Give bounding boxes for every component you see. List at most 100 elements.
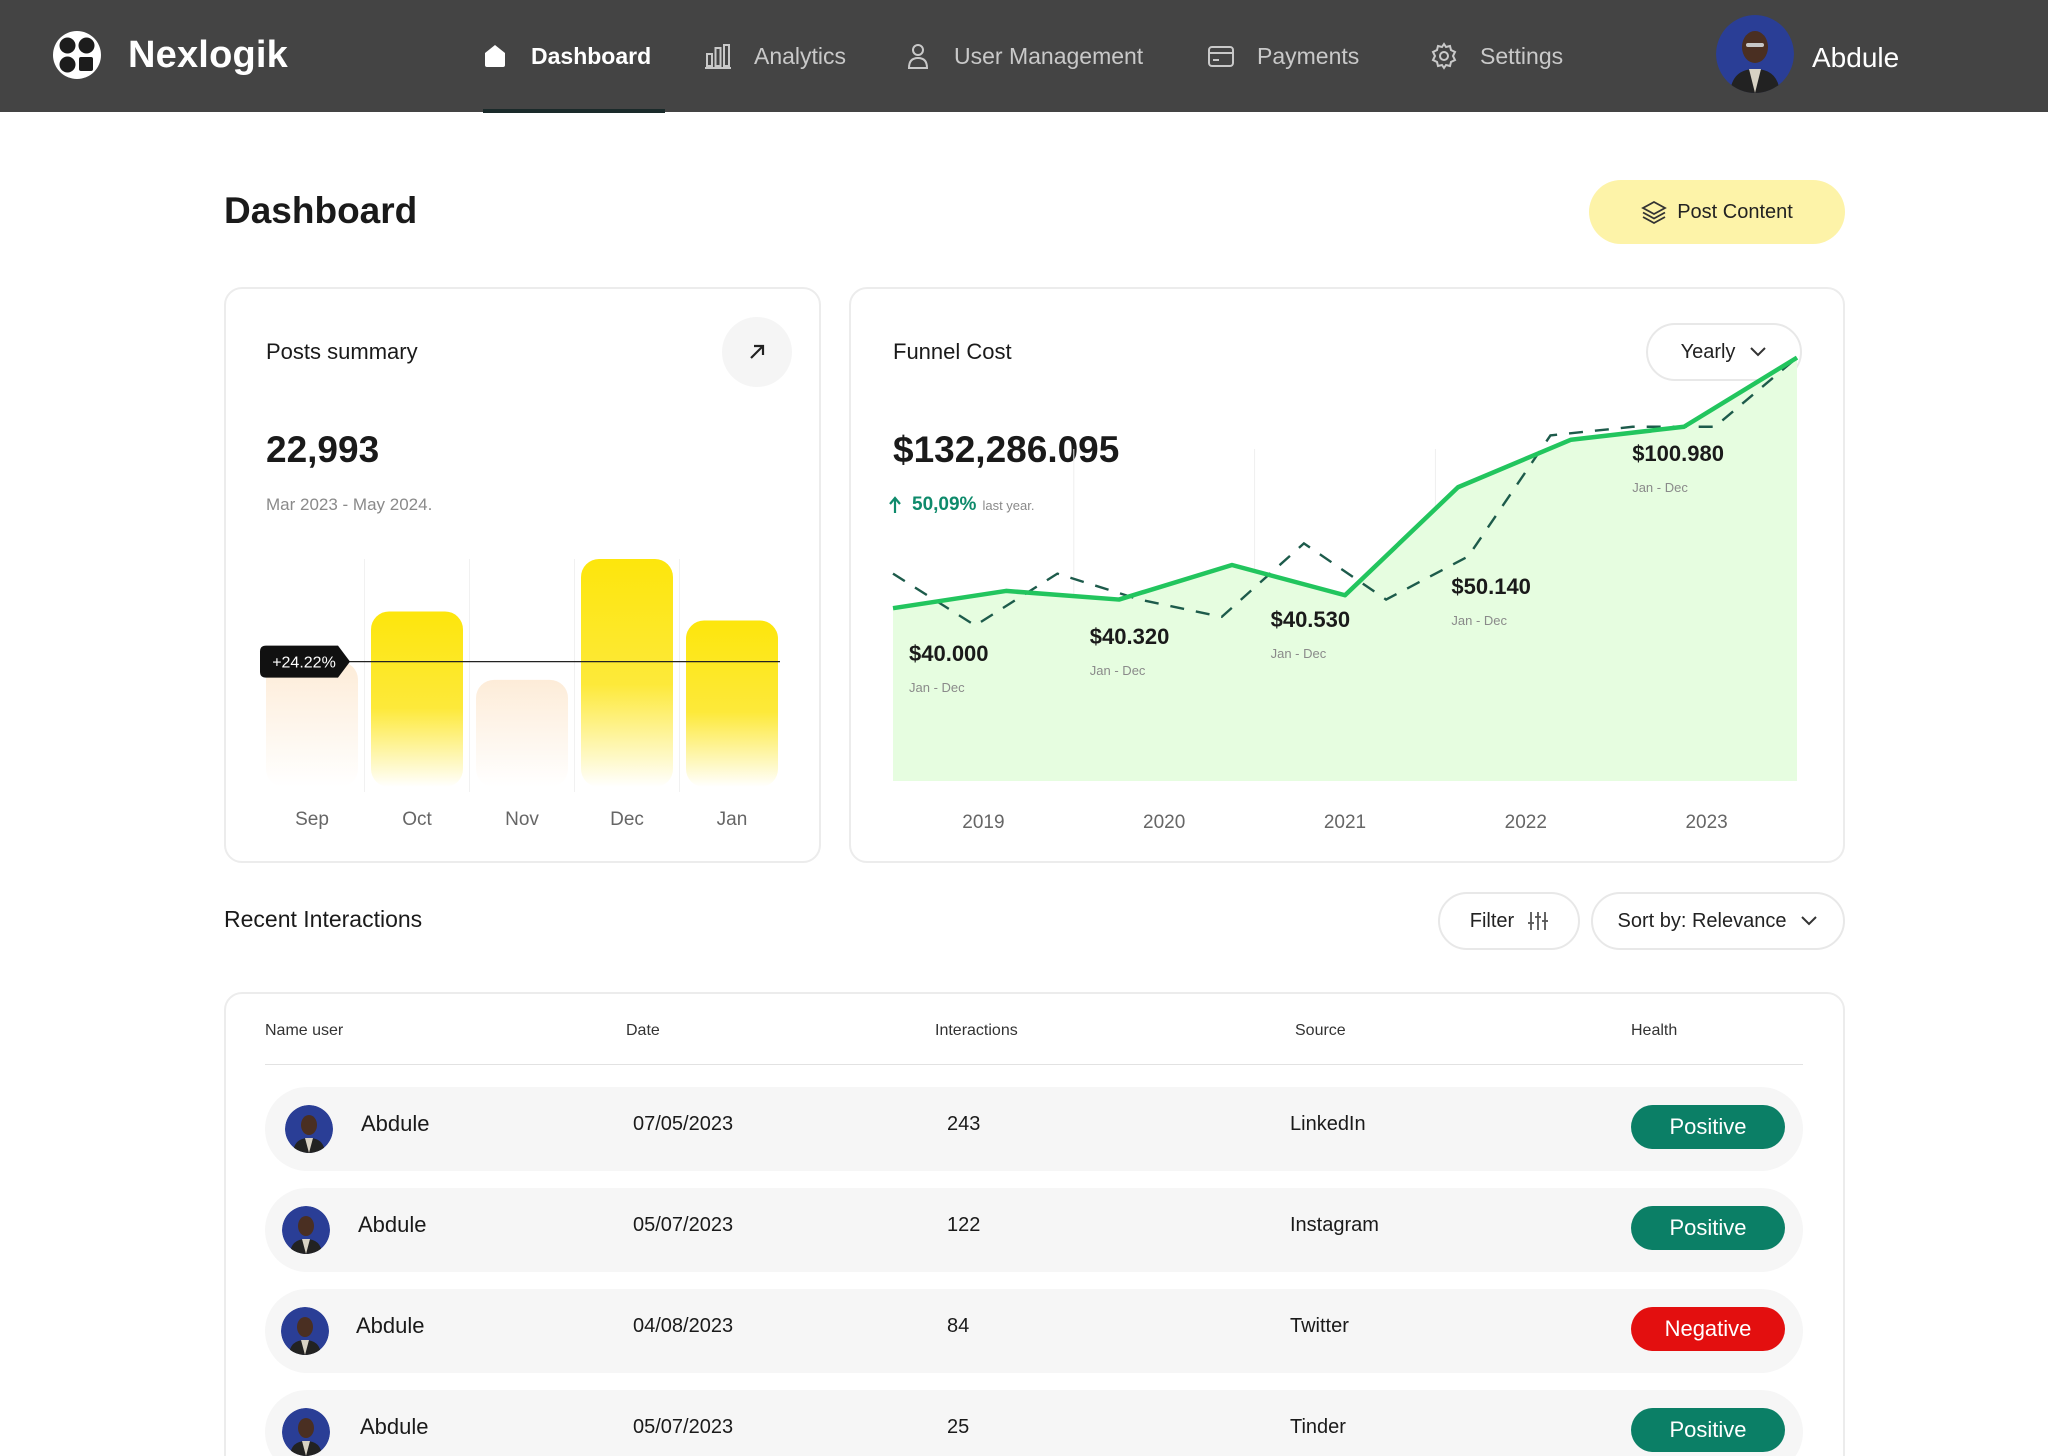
nav-label: Dashboard xyxy=(531,42,652,69)
sort-label: Sort by: Relevance xyxy=(1617,909,1787,932)
card-icon xyxy=(1208,46,1234,67)
x-tick-label: 2019 xyxy=(962,812,1004,833)
user-icon xyxy=(907,44,929,69)
card-title: Funnel Cost xyxy=(893,339,1012,364)
series-solid-line xyxy=(892,355,1799,611)
status-badge: Negative xyxy=(1631,1307,1785,1351)
card-title: Posts summary xyxy=(266,339,418,364)
filter-label: Filter xyxy=(1469,909,1515,932)
source-value: LinkedIn xyxy=(1290,1113,1366,1135)
annotation-value: $40.320 xyxy=(1090,624,1170,649)
nav-item-settings[interactable]: Settings xyxy=(1430,36,1563,76)
x-tick-label: Nov xyxy=(505,809,539,830)
interaction-count: 122 xyxy=(947,1214,981,1236)
annotation-period: Jan - Dec xyxy=(1090,663,1146,678)
nav-item-user-management[interactable]: User Management xyxy=(904,36,1143,76)
column-header-health: Health xyxy=(1631,1022,1678,1039)
source-value: Twitter xyxy=(1290,1315,1349,1337)
column-header-interactions: Interactions xyxy=(935,1022,1018,1039)
bar-chart-icon xyxy=(705,44,731,69)
funnel-total: $132,286.095 xyxy=(893,429,1120,470)
nav-item-analytics[interactable]: Analytics xyxy=(704,36,846,76)
gear-icon xyxy=(1431,42,1457,70)
x-tick-label: 2020 xyxy=(1143,812,1185,833)
username[interactable]: Abdule xyxy=(1812,42,1900,73)
active-nav-indicator xyxy=(483,109,665,113)
table-divider xyxy=(265,1064,1803,1065)
bar-jan xyxy=(686,620,778,787)
brand-logo xyxy=(53,31,101,79)
x-tick-label: Oct xyxy=(402,809,432,830)
funnel-area-chart: 2019 $40.000 Jan - Dec 2020 $40.320 Jan - Dec… xyxy=(892,355,1799,833)
bar-oct xyxy=(371,611,463,787)
annotation-value: $50.140 xyxy=(1451,574,1531,599)
post-content-label: Post Content xyxy=(1677,200,1793,223)
column-header-date: Date xyxy=(626,1022,660,1039)
funnel-trend: 50,09% last year. xyxy=(888,494,1034,516)
bar-nov xyxy=(476,679,568,787)
filter-button[interactable]: Filter xyxy=(1438,892,1580,950)
home-icon xyxy=(485,45,505,67)
source-value: Tinder xyxy=(1290,1416,1346,1438)
posts-summary-card: Posts summary 22,993 Mar 2023 - May 2024… xyxy=(224,287,821,863)
post-content-button[interactable]: Post Content xyxy=(1589,180,1845,244)
x-tick-label: 2021 xyxy=(1324,812,1366,833)
nav-item-dashboard[interactable]: Dashboard xyxy=(481,36,651,76)
user-name: Abdule xyxy=(358,1212,427,1237)
x-tick-label: 2023 xyxy=(1685,812,1727,833)
date-value: 04/08/2023 xyxy=(633,1315,734,1337)
x-tick-label: 2022 xyxy=(1505,812,1547,833)
annotation-period: Jan - Dec xyxy=(1271,646,1327,661)
annotation-period: Jan - Dec xyxy=(909,680,965,695)
top-nav-bar: Nexlogik Dashboard Analytics User Manage… xyxy=(0,0,2048,112)
layers-icon xyxy=(1641,200,1668,225)
table-row[interactable]: Abdule 05/07/2023 25 Tinder Positive xyxy=(265,1390,1803,1456)
avatar xyxy=(282,1408,330,1456)
brand-name: Nexlogik xyxy=(128,34,288,76)
x-tick-label: Jan xyxy=(717,809,748,830)
chevron-down-icon xyxy=(1750,347,1767,357)
bar-sep xyxy=(266,661,358,787)
period-value: Yearly xyxy=(1680,340,1736,363)
funnel-cost-card: Funnel Cost Yearly $132,286.095 2019 $40.… xyxy=(849,287,1845,863)
interaction-count: 25 xyxy=(947,1416,970,1438)
x-tick-label: Sep xyxy=(295,809,329,830)
table-row[interactable]: Abdule 05/07/2023 122 Instagram Positive xyxy=(265,1188,1803,1272)
annotation-period: Jan - Dec xyxy=(1451,613,1507,628)
user-avatar[interactable] xyxy=(1716,15,1794,93)
reference-label: +24.22% xyxy=(272,655,336,672)
x-tick-label: Dec xyxy=(610,809,644,830)
reference-tag xyxy=(260,645,350,678)
status-badge: Positive xyxy=(1631,1408,1785,1452)
avatar xyxy=(281,1307,329,1355)
nav-item-payments[interactable]: Payments xyxy=(1207,36,1359,76)
annotation-value: $100.980 xyxy=(1632,441,1724,466)
trend-note: last year. xyxy=(982,498,1035,513)
sliders-icon xyxy=(1528,912,1549,930)
table-row[interactable]: Abdule 07/05/2023 243 LinkedIn Positive xyxy=(265,1087,1803,1171)
chevron-down-icon xyxy=(1801,916,1818,926)
user-name: Abdule xyxy=(360,1414,429,1439)
trend-percent: 50,09% xyxy=(912,494,977,515)
arrow-up-right-icon xyxy=(750,344,765,359)
arrow-up-icon xyxy=(889,496,901,513)
bar-dec xyxy=(581,559,673,787)
posts-bar-chart: Sep Oct Nov Dec Jan +24.22% xyxy=(260,559,780,830)
series-dashed-line xyxy=(892,356,1798,627)
date-value: 05/07/2023 xyxy=(633,1214,734,1236)
interaction-count: 84 xyxy=(947,1315,970,1337)
nav-label: Settings xyxy=(1480,42,1564,69)
table-row[interactable]: Abdule 04/08/2023 84 Twitter Negative xyxy=(265,1289,1803,1373)
page-title: Dashboard xyxy=(224,190,418,231)
column-header-name: Name user xyxy=(265,1022,344,1039)
expand-button[interactable] xyxy=(722,317,792,387)
area-fill xyxy=(893,357,1797,781)
sort-dropdown[interactable]: Sort by: Relevance xyxy=(1591,892,1845,950)
annotation-period: Jan - Dec xyxy=(1632,480,1688,495)
interaction-count: 243 xyxy=(947,1113,981,1135)
avatar xyxy=(282,1206,330,1254)
nav-label: User Management xyxy=(954,42,1144,69)
annotation-value: $40.000 xyxy=(909,641,989,666)
source-value: Instagram xyxy=(1290,1214,1379,1236)
section-title: Recent Interactions xyxy=(224,906,423,932)
